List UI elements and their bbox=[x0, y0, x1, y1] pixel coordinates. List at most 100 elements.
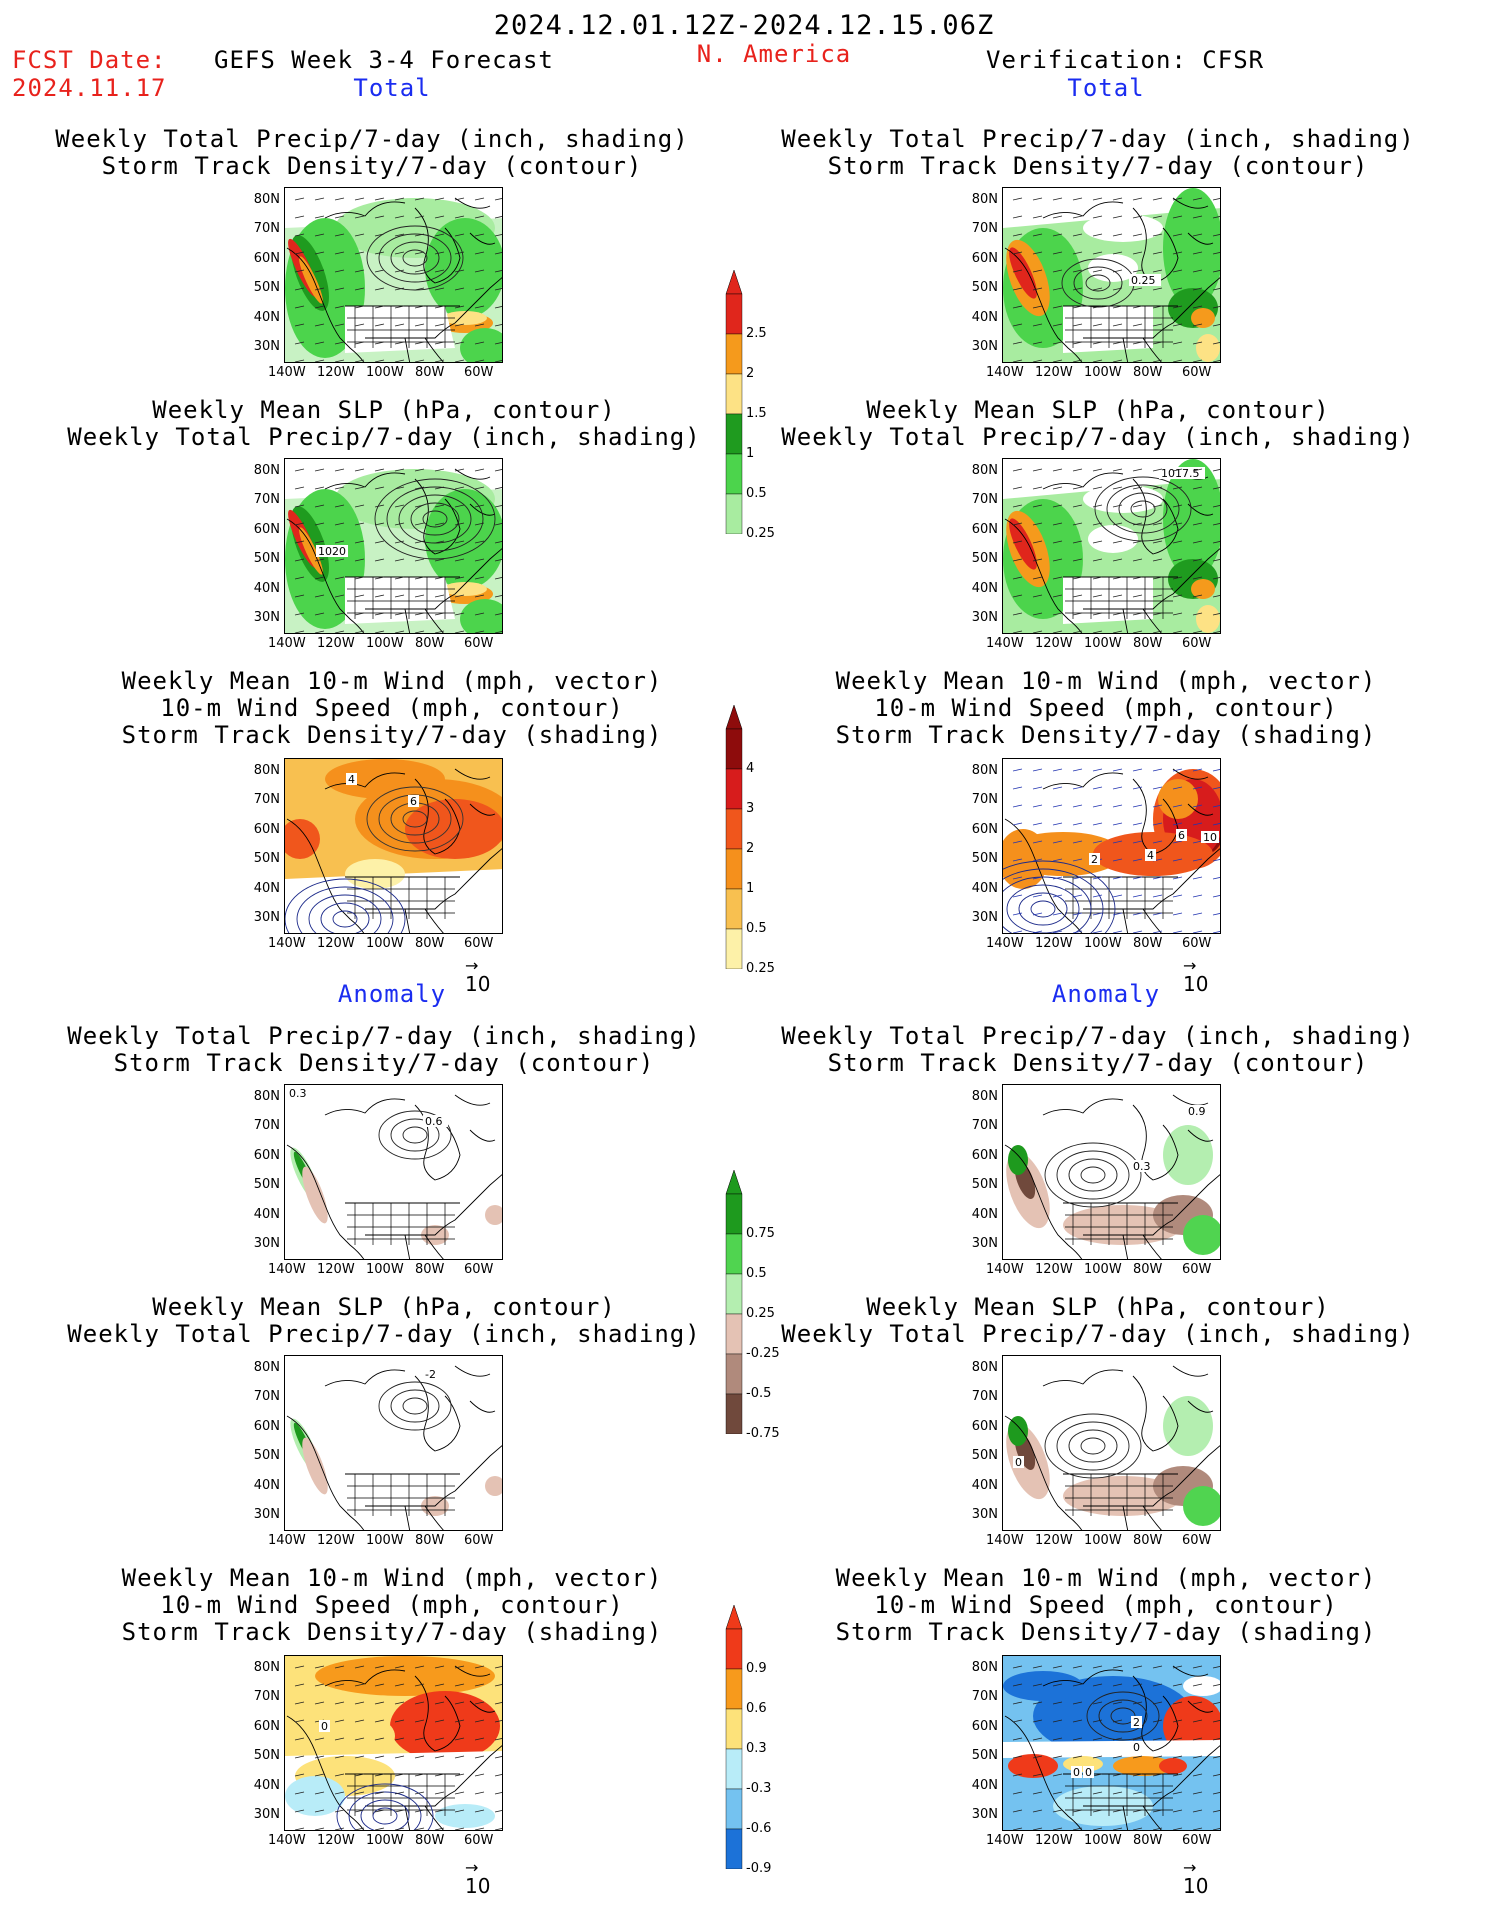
shading-region bbox=[1183, 1486, 1220, 1526]
svg-text:0: 0 bbox=[1073, 1766, 1080, 1779]
west-coast-line bbox=[286, 247, 365, 362]
lat-tick-label: 80N bbox=[253, 1089, 280, 1104]
colorbar-cap bbox=[725, 1604, 743, 1630]
lon-tick-label: 120W bbox=[317, 1262, 355, 1277]
colorbar-swatch bbox=[725, 1233, 743, 1275]
shading-region bbox=[299, 527, 323, 575]
colorbar-swatch bbox=[725, 373, 743, 415]
storm-track-anom-contours bbox=[1044, 1142, 1142, 1208]
wind-vectors bbox=[1012, 768, 1220, 933]
colorbar-tick-label: 1 bbox=[746, 881, 755, 896]
east-coast-line bbox=[365, 1174, 502, 1236]
lat-tick-label: 70N bbox=[971, 792, 998, 808]
lon-tick-label: 140W bbox=[986, 636, 1024, 651]
shading-region bbox=[1159, 1758, 1187, 1774]
vector-ref-arrow: → bbox=[1183, 1858, 1197, 1877]
west-coast-line bbox=[286, 1715, 365, 1830]
lat-tick-label: 30N bbox=[253, 1507, 280, 1522]
state-borders bbox=[1065, 1774, 1173, 1816]
colorbar-swatch bbox=[725, 1273, 743, 1315]
hudson-bay-outline bbox=[414, 1375, 461, 1452]
lon-tick-label: 80W bbox=[415, 1833, 445, 1848]
colorbar-swatch bbox=[725, 1193, 743, 1235]
coastline-outline bbox=[1004, 1365, 1220, 1530]
verification-title: Verification: CFSR bbox=[986, 46, 1265, 74]
lon-tick-label: 140W bbox=[986, 1262, 1024, 1277]
vector-ref-value: 10 bbox=[465, 972, 491, 996]
colorbar-tick-label: 2 bbox=[746, 366, 755, 381]
colorbar-tick-label: 0.25 bbox=[746, 1306, 775, 1321]
lat-tick-label: 60N bbox=[253, 521, 280, 537]
title-line: Weekly Total Precip/7-day (inch, shading… bbox=[781, 125, 1415, 153]
svg-text:0: 0 bbox=[1015, 1456, 1022, 1469]
title-line: Weekly Mean 10-m Wind (mph, vector) bbox=[835, 667, 1377, 695]
shading-layer bbox=[1003, 769, 1220, 889]
wind-vectors bbox=[294, 197, 502, 362]
state-borders bbox=[347, 577, 455, 619]
hudson-bay-outline bbox=[414, 207, 461, 284]
lon-tick-label: 60W bbox=[464, 1533, 494, 1548]
map-panel-an-anom-slp: 0 bbox=[1002, 1355, 1221, 1531]
lat-tick-label: 80N bbox=[253, 1660, 280, 1675]
title-line: Storm Track Density/7-day (contour) bbox=[827, 152, 1369, 180]
lon-tick-label: 140W bbox=[986, 1833, 1024, 1848]
coastline-outline bbox=[286, 768, 502, 933]
lat-tick-label: 50N bbox=[971, 851, 998, 867]
lon-tick-label: 80W bbox=[415, 1262, 445, 1277]
west-coast-line bbox=[286, 518, 365, 633]
lat-tick-label: 40N bbox=[971, 1206, 998, 1222]
colorbar-swatch bbox=[725, 1828, 743, 1870]
shading-region bbox=[1008, 1754, 1058, 1778]
title-line: Weekly Total Precip/7-day (inch, shading… bbox=[781, 423, 1415, 451]
shading-region bbox=[1158, 779, 1198, 819]
shading-region bbox=[285, 1776, 345, 1816]
colorbar-tick-label: -0.25 bbox=[746, 1346, 780, 1361]
lon-tick-label: 100W bbox=[366, 936, 404, 951]
colorbar-tick-label: 2.5 bbox=[746, 326, 767, 341]
vector-ref-arrow: → bbox=[1183, 956, 1197, 975]
contour-label: 2 bbox=[1089, 853, 1100, 866]
lat-tick-label: 80N bbox=[253, 192, 280, 207]
lon-tick-label: 80W bbox=[415, 636, 445, 651]
slp-contours bbox=[1094, 476, 1192, 542]
lon-tick-label: 100W bbox=[1084, 936, 1122, 951]
west-coast-line bbox=[1004, 1715, 1083, 1830]
title-an-total-precip: Weekly Total Precip/7-day (inch, shading… bbox=[781, 126, 1414, 180]
heavy-precip-core bbox=[1009, 247, 1037, 299]
svg-text:6: 6 bbox=[410, 795, 417, 808]
title-an-total-slp: Weekly Mean SLP (hPa, contour) Weekly To… bbox=[781, 397, 1414, 451]
lon-tick-label: 140W bbox=[986, 365, 1024, 380]
lat-tick-label: 50N bbox=[971, 1748, 998, 1764]
lat-tick-label: 60N bbox=[253, 1718, 280, 1734]
colorbar-swatch bbox=[725, 1748, 743, 1790]
shading-region bbox=[302, 1166, 328, 1224]
shading-region bbox=[1183, 1215, 1220, 1255]
map-panel-an-total-precip: 0.25 bbox=[1002, 187, 1221, 363]
arctic-coast-line bbox=[1042, 1094, 1214, 1142]
lat-tick-label: 70N bbox=[253, 792, 280, 808]
lat-tick-label: 50N bbox=[253, 280, 280, 296]
lat-tick-label: 30N bbox=[253, 1807, 280, 1822]
vector-ref-value: 10 bbox=[1183, 972, 1209, 996]
contour-label: 2 bbox=[1131, 1716, 1142, 1729]
title-line: 10-m Wind Speed (mph, contour) bbox=[160, 694, 624, 722]
svg-text:2: 2 bbox=[1091, 853, 1098, 866]
lat-tick-label: 30N bbox=[971, 910, 998, 925]
lon-tick-label: 120W bbox=[317, 1533, 355, 1548]
lat-tick-label: 60N bbox=[971, 1418, 998, 1434]
colorbar-swatch bbox=[725, 1668, 743, 1710]
state-borders bbox=[1065, 1474, 1173, 1516]
title-line: Weekly Mean SLP (hPa, contour) bbox=[866, 1293, 1330, 1321]
contour-label: 4 bbox=[346, 773, 357, 786]
heavy-precip-core bbox=[1009, 518, 1037, 570]
hudson-bay-outline bbox=[414, 1104, 461, 1181]
period-title: 2024.12.01.12Z-2024.12.15.06Z bbox=[493, 10, 995, 41]
lon-tick-label: 140W bbox=[268, 1533, 306, 1548]
coastline-outline bbox=[286, 197, 502, 362]
arctic-coast-line bbox=[324, 1094, 496, 1142]
shading-region bbox=[1183, 1676, 1220, 1696]
lat-tick-label: 30N bbox=[971, 1236, 998, 1251]
shading-region bbox=[435, 1804, 495, 1828]
coastline-outline bbox=[1004, 468, 1220, 633]
lon-tick-label: 80W bbox=[1133, 1533, 1163, 1548]
